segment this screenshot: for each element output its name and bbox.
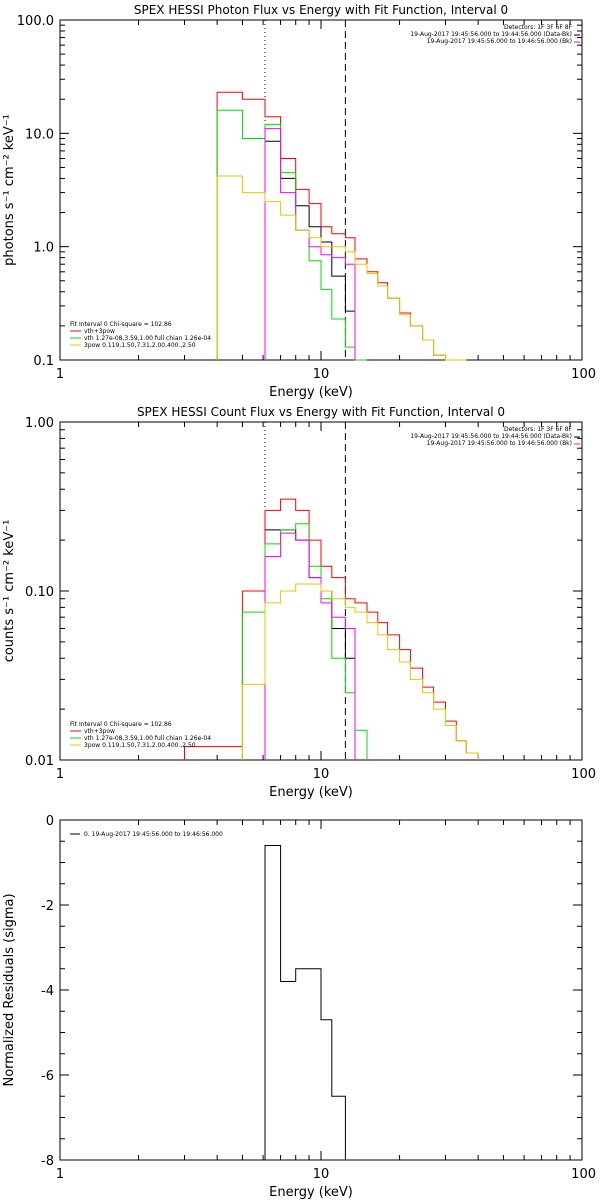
y-tick-label: -6 (41, 1069, 54, 1084)
x-axis-label: Energy (keV) (269, 785, 353, 800)
x-tick-label: 10 (313, 367, 330, 382)
panel-3: 1 10 100 -8 -6 -4 -2 0 Energy (keV) Normalized Re… (2, 814, 596, 1200)
residual-legend-label: 0. 19-Aug-2017 19:45:56.000 to 19:46:56.… (84, 831, 223, 838)
y-tick-label: -2 (41, 899, 54, 914)
fit-info-line: Fit Interval 0 Chi-square = 102.86 (70, 721, 172, 728)
x-tick-label: 10 (313, 1167, 330, 1182)
y-tick-label: 1.00 (25, 416, 54, 431)
series-3-histogram (264, 128, 356, 360)
detector-info-line: 19-Aug-2017 19:45:56.000 to 19:46:56.000… (427, 440, 572, 447)
plot-title: SPEX HESSI Photon Flux vs Energy with Fi… (134, 3, 508, 17)
fit-info-line: 3pow 0.119,1.50,7.31,2.00,400.,2.50 (84, 342, 196, 349)
detector-info-line: Detectors: 1F 3F 6F 8F (504, 426, 573, 433)
fit-info-line: vth+3pow (84, 728, 115, 735)
detector-info-line: 19-Aug-2017 19:45:56.000 to 19:44:56.000… (410, 433, 572, 440)
detector-info-line: 19-Aug-2017 19:45:56.000 to 19:46:56.000… (427, 38, 572, 45)
y-axis-label: Normalized Residuals (sigma) (2, 893, 17, 1086)
x-tick-label: 100 (571, 767, 596, 782)
plot-frame (59, 19, 583, 361)
detector-info-line: 19-Aug-2017 19:45:56.000 to 19:44:56.000… (410, 31, 572, 38)
y-axis-label: photons s⁻¹ cm⁻² keV⁻¹ (2, 114, 17, 266)
detector-info-line: Detectors: 1F 3F 6F 8F (504, 24, 573, 31)
x-tick-label: 1 (56, 367, 64, 382)
y-axis-label: counts s⁻¹ cm⁻² keV⁻¹ (2, 520, 17, 663)
fit-info-line: vth 1.27e-08,3.59,1.00 full chian 1.26e-… (84, 735, 211, 742)
fit-info-line: vth 1.27e-08,3.59,1.00 full chian 1.26e-… (84, 335, 211, 342)
series-1-histogram (216, 91, 467, 361)
fit-info-line: Fit Interval 0 Chi-square = 102.86 (70, 321, 172, 328)
y-tick-label: 10.0 (25, 127, 54, 142)
y-tick-label: 0.10 (25, 585, 54, 600)
y-tick-label: -8 (41, 1154, 54, 1169)
series-4-histogram (241, 583, 479, 760)
x-tick-label: 10 (313, 767, 330, 782)
x-tick-label: 1 (56, 1167, 64, 1182)
series-0-histogram (264, 845, 346, 1160)
panel-1: 1 10 100 0.1 1.0 10.0 100.0 SPEX HESSI Photon F… (2, 3, 596, 400)
x-axis-label: Energy (keV) (269, 1185, 353, 1200)
x-tick-label: 100 (571, 1167, 596, 1182)
series-2-histogram (216, 109, 367, 361)
panel-2: 1 10 100 0.01 0.10 1.00 SPEX HESSI Count Flux … (2, 405, 596, 800)
y-tick-label: 1.0 (33, 241, 54, 256)
series-0-histogram (264, 140, 356, 360)
series-0-histogram (264, 529, 356, 760)
y-tick-label: 0.1 (33, 354, 54, 369)
series-4-histogram (216, 175, 467, 361)
x-axis-label: Energy (keV) (269, 385, 353, 400)
series-2-histogram (241, 523, 368, 760)
x-tick-label: 1 (56, 767, 64, 782)
y-tick-label: 0 (46, 814, 54, 829)
y-tick-label: 0.01 (25, 754, 54, 769)
y-tick-label: -4 (41, 984, 54, 999)
fit-info-line: vth+3pow (84, 328, 115, 335)
y-tick-label: 100.0 (17, 14, 54, 29)
fit-info-line: 3pow 0.119,1.50,7.31,2.00,400.,2.50 (84, 742, 196, 749)
series-1-histogram (184, 498, 479, 760)
x-tick-label: 100 (571, 367, 596, 382)
series-3-histogram (264, 532, 356, 760)
plot-title: SPEX HESSI Count Flux vs Energy with Fit… (137, 405, 505, 419)
